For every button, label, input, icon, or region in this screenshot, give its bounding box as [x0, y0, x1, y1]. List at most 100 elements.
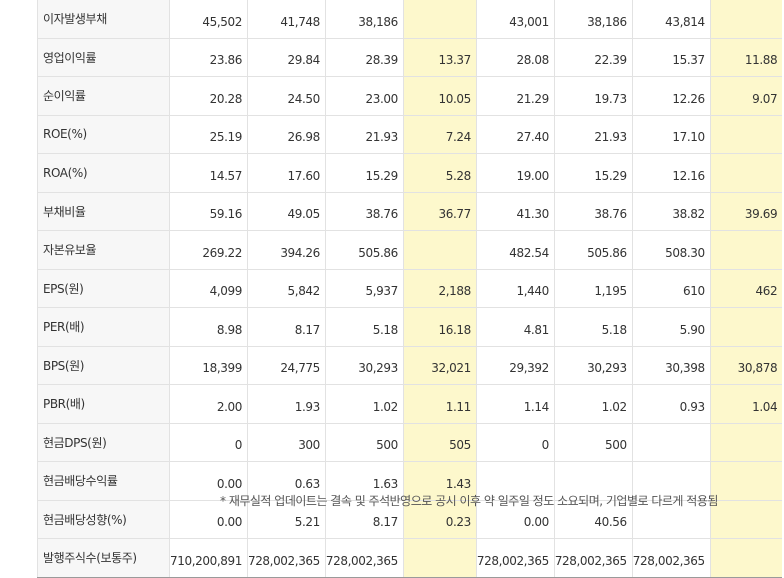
table-cell: 5,937: [324, 268, 404, 308]
row-label: ROA(%): [37, 153, 170, 193]
row-label: PER(배): [37, 307, 170, 347]
table-cell: 1.04: [709, 384, 783, 424]
table-cell: 30,398: [631, 345, 711, 385]
table-cell: 8.98: [169, 307, 248, 347]
table-cell: 25.19: [169, 114, 248, 154]
table-row: EPS(원) 4,099 5,842 5,937 2,188 1,440 1,195 610 4…: [37, 268, 783, 308]
table-cell: 482.54: [475, 230, 555, 270]
table-cell: 38,186: [324, 0, 404, 39]
table-cell: 8.17: [246, 307, 326, 347]
table-cell: 4,099: [169, 268, 248, 308]
table-cell: 500: [553, 422, 633, 462]
row-label: 현금DPS(원): [37, 422, 170, 462]
table-cell: 394.26: [246, 230, 326, 270]
table-cell: 12.16: [631, 153, 711, 193]
table-cell: [402, 538, 477, 578]
table-cell: 21.29: [475, 76, 555, 116]
row-label: 현금배당수익률: [37, 461, 170, 501]
table-cell: 11.88: [709, 37, 783, 77]
table-cell: 22.39: [553, 37, 633, 77]
table-cell: 38,186: [553, 0, 633, 39]
table-row: BPS(원) 18,399 24,775 30,293 32,021 29,392 30,2…: [37, 345, 783, 385]
table-cell: 5.18: [553, 307, 633, 347]
table-cell: 18,399: [169, 345, 248, 385]
table-cell: 38.82: [631, 191, 711, 231]
table-cell: 38.76: [553, 191, 633, 231]
table-cell: 505: [402, 422, 477, 462]
table-cell: 49.05: [246, 191, 326, 231]
row-label: 영업이익률: [37, 37, 170, 77]
table-row: 자본유보율 269.22 394.26 505.86 482.54 505.86 508.3…: [37, 230, 783, 270]
table-cell: 1,195: [553, 268, 633, 308]
table-cell: 41,748: [246, 0, 326, 39]
table-cell: [709, 0, 783, 39]
table-cell: 13.37: [402, 37, 477, 77]
table-cell: 1,440: [475, 268, 555, 308]
table-cell: 17.10: [631, 114, 711, 154]
table-cell: 36.77: [402, 191, 477, 231]
table-cell: 15.29: [324, 153, 404, 193]
table-cell: 29,392: [475, 345, 555, 385]
table-cell: 20.28: [169, 76, 248, 116]
table-cell: [402, 230, 477, 270]
table-cell: [475, 461, 555, 501]
table-row: 순이익률 20.28 24.50 23.00 10.05 21.29 19.73 12.26 9…: [37, 76, 783, 116]
table-cell: 24,775: [246, 345, 326, 385]
table-cell: 9.07: [709, 76, 783, 116]
footnote: * 재무실적 업데이트는 결속 및 주석반영으로 공시 이후 약 일주일 정도 …: [220, 494, 718, 508]
table-row: ROE(%) 25.19 26.98 21.93 7.24 27.40 21.93 17.10: [37, 114, 783, 154]
table-row: 발행주식수(보통주) 710,200,891 728,002,365 728,002,…: [37, 538, 783, 578]
table-row: 부채비율 59.16 49.05 38.76 36.77 41.30 38.76 38.82 3…: [37, 191, 783, 231]
table-cell: 0.93: [631, 384, 711, 424]
table-cell: 39.69: [709, 191, 783, 231]
table-cell: 28.39: [324, 37, 404, 77]
table-cell: 21.93: [553, 114, 633, 154]
table-cell: [709, 499, 783, 539]
table-cell: 16.18: [402, 307, 477, 347]
table-cell: 24.50: [246, 76, 326, 116]
table-cell: 1.02: [324, 384, 404, 424]
table-cell: [631, 461, 711, 501]
table-cell: 508.30: [631, 230, 711, 270]
financial-ratio-table: 이자발생부채 45,502 41,748 38,186 43,001 38,186 43,8…: [37, 0, 783, 578]
table-cell: [402, 0, 477, 39]
table-cell: 45,502: [169, 0, 248, 39]
table-cell: 269.22: [169, 230, 248, 270]
table-cell: 14.57: [169, 153, 248, 193]
table-cell: 728,002,365: [324, 538, 404, 578]
table-cell: 17.60: [246, 153, 326, 193]
table-cell: 505.86: [553, 230, 633, 270]
table-cell: 505.86: [324, 230, 404, 270]
table-cell: 0.00: [169, 461, 248, 501]
table-cell: 30,878: [709, 345, 783, 385]
table-cell: [709, 114, 783, 154]
table-cell: 23.86: [169, 37, 248, 77]
row-label: 자본유보율: [37, 230, 170, 270]
table-cell: 5.28: [402, 153, 477, 193]
table-cell: 1.43: [402, 461, 477, 501]
table-cell: 710,200,891: [169, 538, 248, 578]
table-cell: 2,188: [402, 268, 477, 308]
table-cell: 0: [169, 422, 248, 462]
row-label: EPS(원): [37, 268, 170, 308]
table-cell: 0.63: [246, 461, 326, 501]
table-row: 현금DPS(원) 0 300 500 505 0 500: [37, 422, 783, 462]
table-cell: 728,002,365: [246, 538, 326, 578]
table-cell: [709, 538, 783, 578]
table-cell: 4.81: [475, 307, 555, 347]
table-cell: 32,021: [402, 345, 477, 385]
table-cell: 500: [324, 422, 404, 462]
table-cell: 610: [631, 268, 711, 308]
table-cell: 19.73: [553, 76, 633, 116]
table-row: 현금배당수익률 0.00 0.63 1.63 1.43: [37, 461, 783, 501]
table-cell: 15.29: [553, 153, 633, 193]
table-cell: 10.05: [402, 76, 477, 116]
table-cell: 15.37: [631, 37, 711, 77]
table-cell: 1.11: [402, 384, 477, 424]
table-cell: 7.24: [402, 114, 477, 154]
table-cell: 38.76: [324, 191, 404, 231]
row-label: PBR(배): [37, 384, 170, 424]
table-cell: [709, 230, 783, 270]
row-label: 현금배당성향(%): [37, 499, 170, 539]
table-cell: [709, 307, 783, 347]
